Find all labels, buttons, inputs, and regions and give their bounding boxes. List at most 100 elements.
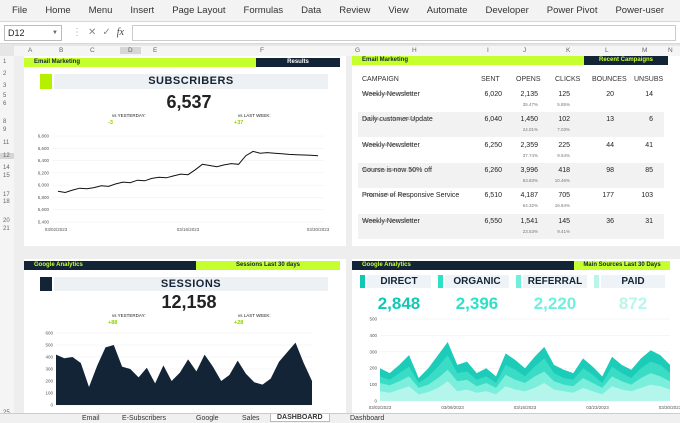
y-tick-label: 600 bbox=[45, 331, 53, 336]
campaign-date: Friday, March 24, 2023 bbox=[362, 192, 408, 198]
col-c[interactable]: C bbox=[90, 47, 95, 54]
campaign-opens-pct: 37.74% bbox=[522, 152, 538, 158]
campaign-name: Promise of Responsive Service bbox=[362, 192, 460, 200]
campaign-clicks-pct: 10.46% bbox=[554, 177, 570, 183]
col-m[interactable]: M bbox=[642, 47, 648, 54]
col-j[interactable]: J bbox=[523, 47, 527, 54]
sources-header-right: Main Sources Last 30 Days bbox=[574, 261, 670, 270]
table-row[interactable]: Promise of Responsive Service Friday, Mar… bbox=[358, 188, 664, 213]
tab-dashboard[interactable]: DASHBOARD bbox=[270, 414, 330, 422]
tab-e-subscribers[interactable]: E-Subscribers bbox=[122, 415, 166, 422]
channel-card[interactable]: REFERRAL 2,220 bbox=[516, 275, 588, 315]
col-k[interactable]: K bbox=[566, 47, 571, 54]
col-i[interactable]: I bbox=[487, 47, 489, 54]
col-n[interactable]: N bbox=[668, 47, 673, 54]
sessions-vs-yesterday-value: +88 bbox=[108, 320, 118, 326]
row-12[interactable]: 12 bbox=[0, 153, 14, 159]
table-row[interactable]: Weekly Newsletter Tuesday, March 28, 2023… bbox=[358, 213, 664, 239]
menu-insert[interactable]: Insert bbox=[130, 5, 155, 16]
menu-power-user[interactable]: Power-user bbox=[615, 5, 665, 16]
cancel-icon[interactable]: ✕ bbox=[88, 27, 97, 38]
sessions-value: 12,158 bbox=[161, 292, 217, 312]
campaign-clicks: 145 bbox=[558, 217, 570, 225]
tab-email[interactable]: Email bbox=[82, 415, 100, 422]
table-row[interactable]: Daily customer Update Thursday, March 16,… bbox=[358, 112, 664, 138]
tab-google[interactable]: Google bbox=[196, 415, 219, 422]
col-l[interactable]: L bbox=[605, 47, 609, 54]
th-sent: SENT bbox=[481, 76, 500, 83]
campaign-sent: 6,040 bbox=[484, 116, 502, 124]
campaign-unsubs: 41 bbox=[645, 141, 653, 149]
col-e[interactable]: E bbox=[153, 47, 158, 54]
menu-developer[interactable]: Developer bbox=[485, 5, 529, 16]
subscribers-panel: Email Marketing Results SUBSCRIBERS 6,53… bbox=[24, 56, 346, 246]
menu-menu[interactable]: Menu bbox=[88, 5, 113, 16]
campaign-name: Weekly Newsletter bbox=[362, 217, 420, 225]
table-row[interactable]: Weekly Newsletter Tuesday, March 14, 2023… bbox=[358, 87, 664, 112]
col-b[interactable]: B bbox=[59, 47, 64, 54]
menu-review[interactable]: Review bbox=[339, 5, 371, 16]
channel-name: REFERRAL bbox=[523, 275, 587, 288]
campaign-sent: 6,550 bbox=[484, 217, 502, 225]
menu-automate[interactable]: Automate bbox=[426, 5, 468, 16]
col-d[interactable]: D bbox=[120, 47, 141, 54]
campaign-date: Tuesday, March 14, 2023 bbox=[362, 91, 413, 96]
y-tick-label: 100 bbox=[369, 382, 377, 387]
menu-formulas[interactable]: Formulas bbox=[243, 5, 284, 16]
row-17[interactable]: 17 bbox=[3, 192, 10, 198]
col-g[interactable]: G bbox=[355, 47, 361, 54]
campaign-unsubs: 31 bbox=[645, 217, 653, 225]
function-icon[interactable]: fx bbox=[116, 27, 124, 38]
row-18[interactable]: 18 bbox=[3, 199, 10, 205]
menu-view[interactable]: View bbox=[388, 5, 409, 16]
subscribers-line-chart: 6,800 6,600 6,400 6,200 6,000 5,800 5,600 5,400… bbox=[38, 134, 330, 233]
column-headers: A B C D E F G H I J K L M N bbox=[14, 46, 680, 56]
campaign-opens-pct: 23.53% bbox=[522, 228, 538, 234]
sessions-vs-week-label: vs LAST WEEK: bbox=[238, 313, 271, 318]
tab-dashboard-2[interactable]: Dashboard bbox=[350, 415, 385, 422]
row-2[interactable]: 2 bbox=[3, 71, 7, 77]
channel-card[interactable]: DIRECT 2,848 bbox=[360, 275, 432, 315]
menu-power-pivot[interactable]: Power Pivot bbox=[546, 5, 598, 16]
vs-week-label: vs LAST WEEK: bbox=[238, 113, 271, 118]
row-15[interactable]: 15 bbox=[3, 173, 10, 179]
row-8[interactable]: 8 bbox=[3, 119, 7, 125]
row-1[interactable]: 1 bbox=[3, 59, 7, 65]
campaign-bounces: 13 bbox=[606, 116, 614, 124]
campaign-unsubs: 85 bbox=[645, 166, 653, 174]
menu-data[interactable]: Data bbox=[301, 5, 322, 16]
channel-card[interactable]: ORGANIC 2,396 bbox=[438, 275, 510, 315]
y-tick-label: 6,200 bbox=[38, 170, 50, 175]
channel-value: 2,396 bbox=[455, 294, 499, 313]
menu-page-layout[interactable]: Page Layout bbox=[172, 5, 226, 16]
row-3[interactable]: 3 bbox=[3, 83, 7, 89]
y-tick-label: 6,400 bbox=[38, 158, 50, 163]
th-clicks: CLICKS bbox=[555, 76, 581, 83]
row-20[interactable]: 20 bbox=[3, 218, 10, 224]
menu-home[interactable]: Home bbox=[45, 5, 71, 16]
col-f[interactable]: F bbox=[260, 47, 264, 54]
row-11[interactable]: 11 bbox=[3, 140, 10, 146]
accent-square-icon bbox=[40, 74, 52, 89]
row-21[interactable]: 21 bbox=[3, 226, 10, 232]
table-row[interactable]: Weekly Newsletter Tuesday, March 21, 2023… bbox=[358, 138, 664, 163]
menu-file[interactable]: File bbox=[12, 5, 28, 16]
email-header-right: Results bbox=[256, 58, 340, 67]
tab-sales[interactable]: Sales bbox=[242, 415, 260, 422]
formula-input[interactable] bbox=[132, 24, 676, 41]
row-6[interactable]: 6 bbox=[3, 101, 7, 107]
channel-card[interactable]: PAID 872 bbox=[594, 275, 666, 315]
col-h[interactable]: H bbox=[412, 47, 417, 54]
chevron-down-icon[interactable]: ▼ bbox=[52, 29, 58, 36]
campaign-clicks: 418 bbox=[558, 166, 570, 174]
name-box[interactable]: D12 ▼ bbox=[4, 24, 62, 41]
confirm-icon[interactable]: ✓ bbox=[102, 27, 111, 38]
dashboard-canvas: Email Marketing Results SUBSCRIBERS 6,53… bbox=[14, 56, 680, 413]
row-14[interactable]: 14 bbox=[3, 165, 10, 171]
x-tick-label: 03/23/2023 bbox=[586, 405, 609, 410]
campaign-opens: 3,996 bbox=[520, 166, 538, 174]
table-row[interactable]: Course is now 50% off Wednesday, March 22… bbox=[358, 162, 664, 188]
row-5[interactable]: 5 bbox=[3, 93, 7, 99]
row-9[interactable]: 9 bbox=[3, 127, 7, 133]
col-a[interactable]: A bbox=[28, 47, 33, 54]
